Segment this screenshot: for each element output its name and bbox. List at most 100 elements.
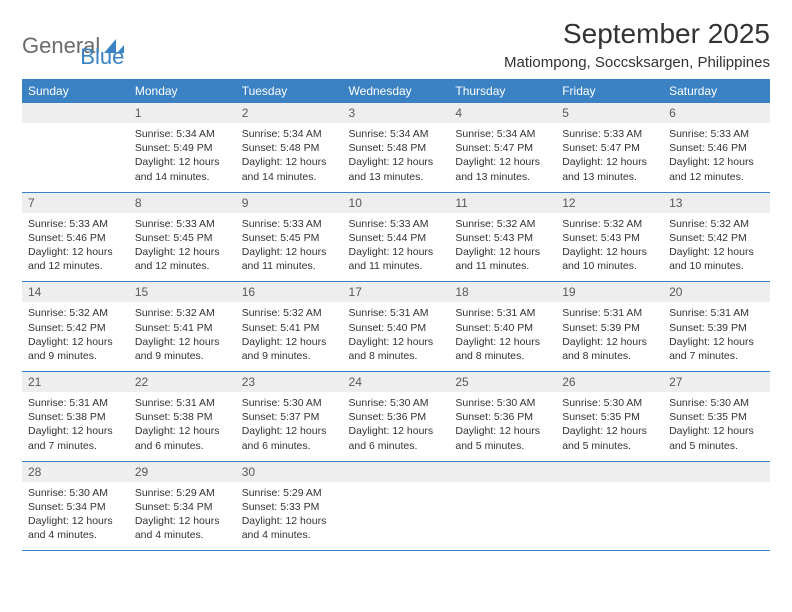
day-sunset: Sunset: 5:34 PM	[28, 500, 123, 514]
day-sunrise: Sunrise: 5:32 AM	[455, 217, 550, 231]
day-number: 29	[129, 461, 236, 482]
location: Matiompong, Soccsksargen, Philippines	[504, 54, 770, 71]
day-day1: Daylight: 12 hours	[242, 335, 337, 349]
day-cell: Sunrise: 5:33 AMSunset: 5:45 PMDaylight:…	[129, 213, 236, 282]
day-number: 30	[236, 461, 343, 482]
day-header-tuesday: Tuesday	[236, 79, 343, 103]
logo: General Blue	[22, 22, 124, 70]
day-day2: and 11 minutes.	[242, 259, 337, 273]
day-cell: Sunrise: 5:33 AMSunset: 5:44 PMDaylight:…	[343, 213, 450, 282]
day-cell: Sunrise: 5:30 AMSunset: 5:36 PMDaylight:…	[343, 392, 450, 461]
day-sunset: Sunset: 5:35 PM	[562, 410, 657, 424]
month-title: September 2025	[504, 18, 770, 50]
day-number: 9	[236, 192, 343, 213]
day-cell: Sunrise: 5:31 AMSunset: 5:38 PMDaylight:…	[22, 392, 129, 461]
day-sunset: Sunset: 5:33 PM	[242, 500, 337, 514]
day-number: 27	[663, 372, 770, 393]
day-number: 14	[22, 282, 129, 303]
day-sunset: Sunset: 5:46 PM	[669, 141, 764, 155]
day-info-row: Sunrise: 5:34 AMSunset: 5:49 PMDaylight:…	[22, 123, 770, 192]
day-day1: Daylight: 12 hours	[28, 514, 123, 528]
day-day2: and 8 minutes.	[562, 349, 657, 363]
day-day1: Daylight: 12 hours	[135, 335, 230, 349]
day-sunset: Sunset: 5:43 PM	[562, 231, 657, 245]
day-number: 19	[556, 282, 663, 303]
day-sunset: Sunset: 5:44 PM	[349, 231, 444, 245]
day-day1: Daylight: 12 hours	[669, 245, 764, 259]
day-sunrise: Sunrise: 5:34 AM	[135, 127, 230, 141]
day-day1: Daylight: 12 hours	[242, 514, 337, 528]
day-day2: and 11 minutes.	[455, 259, 550, 273]
day-number: 2	[236, 103, 343, 123]
day-cell: Sunrise: 5:34 AMSunset: 5:49 PMDaylight:…	[129, 123, 236, 192]
day-cell: Sunrise: 5:30 AMSunset: 5:35 PMDaylight:…	[556, 392, 663, 461]
day-cell: Sunrise: 5:31 AMSunset: 5:39 PMDaylight:…	[556, 302, 663, 371]
day-header-row: Sunday Monday Tuesday Wednesday Thursday…	[22, 79, 770, 103]
day-cell: Sunrise: 5:32 AMSunset: 5:41 PMDaylight:…	[129, 302, 236, 371]
day-day2: and 5 minutes.	[562, 439, 657, 453]
day-sunset: Sunset: 5:49 PM	[135, 141, 230, 155]
day-day2: and 4 minutes.	[242, 528, 337, 542]
day-day1: Daylight: 12 hours	[349, 245, 444, 259]
day-number-row: 123456	[22, 103, 770, 123]
day-sunset: Sunset: 5:34 PM	[135, 500, 230, 514]
day-sunset: Sunset: 5:41 PM	[135, 321, 230, 335]
day-day2: and 6 minutes.	[242, 439, 337, 453]
day-sunset: Sunset: 5:47 PM	[562, 141, 657, 155]
day-sunset: Sunset: 5:43 PM	[455, 231, 550, 245]
day-number: 7	[22, 192, 129, 213]
day-cell	[343, 482, 450, 551]
day-header-sunday: Sunday	[22, 79, 129, 103]
day-day1: Daylight: 12 hours	[562, 155, 657, 169]
day-day2: and 14 minutes.	[242, 170, 337, 184]
day-sunset: Sunset: 5:45 PM	[242, 231, 337, 245]
day-header-wednesday: Wednesday	[343, 79, 450, 103]
day-number: 1	[129, 103, 236, 123]
day-day2: and 13 minutes.	[349, 170, 444, 184]
day-header-friday: Friday	[556, 79, 663, 103]
day-sunrise: Sunrise: 5:31 AM	[349, 306, 444, 320]
day-day1: Daylight: 12 hours	[135, 155, 230, 169]
day-number: 18	[449, 282, 556, 303]
day-number: 10	[343, 192, 450, 213]
day-day2: and 12 minutes.	[28, 259, 123, 273]
day-number: 28	[22, 461, 129, 482]
day-cell: Sunrise: 5:34 AMSunset: 5:48 PMDaylight:…	[236, 123, 343, 192]
day-sunrise: Sunrise: 5:34 AM	[242, 127, 337, 141]
day-cell: Sunrise: 5:33 AMSunset: 5:45 PMDaylight:…	[236, 213, 343, 282]
day-day1: Daylight: 12 hours	[349, 424, 444, 438]
day-day2: and 10 minutes.	[669, 259, 764, 273]
day-sunset: Sunset: 5:41 PM	[242, 321, 337, 335]
day-sunset: Sunset: 5:42 PM	[28, 321, 123, 335]
day-sunrise: Sunrise: 5:31 AM	[669, 306, 764, 320]
day-cell	[663, 482, 770, 551]
day-number-row: 14151617181920	[22, 282, 770, 303]
day-day2: and 5 minutes.	[669, 439, 764, 453]
day-sunrise: Sunrise: 5:30 AM	[242, 396, 337, 410]
day-day2: and 12 minutes.	[135, 259, 230, 273]
day-day1: Daylight: 12 hours	[28, 245, 123, 259]
day-day2: and 10 minutes.	[562, 259, 657, 273]
day-sunrise: Sunrise: 5:30 AM	[455, 396, 550, 410]
day-day1: Daylight: 12 hours	[455, 335, 550, 349]
day-sunset: Sunset: 5:37 PM	[242, 410, 337, 424]
day-number: 24	[343, 372, 450, 393]
day-sunrise: Sunrise: 5:30 AM	[349, 396, 444, 410]
day-cell: Sunrise: 5:29 AMSunset: 5:33 PMDaylight:…	[236, 482, 343, 551]
day-number: 21	[22, 372, 129, 393]
day-number: 25	[449, 372, 556, 393]
day-cell: Sunrise: 5:33 AMSunset: 5:46 PMDaylight:…	[22, 213, 129, 282]
day-cell: Sunrise: 5:34 AMSunset: 5:48 PMDaylight:…	[343, 123, 450, 192]
day-sunset: Sunset: 5:36 PM	[455, 410, 550, 424]
day-header-saturday: Saturday	[663, 79, 770, 103]
day-cell: Sunrise: 5:29 AMSunset: 5:34 PMDaylight:…	[129, 482, 236, 551]
day-number: 6	[663, 103, 770, 123]
day-day2: and 9 minutes.	[242, 349, 337, 363]
day-day1: Daylight: 12 hours	[455, 155, 550, 169]
day-number	[22, 103, 129, 123]
day-number: 8	[129, 192, 236, 213]
day-number	[449, 461, 556, 482]
day-day2: and 6 minutes.	[349, 439, 444, 453]
day-number-row: 21222324252627	[22, 372, 770, 393]
day-cell: Sunrise: 5:32 AMSunset: 5:43 PMDaylight:…	[449, 213, 556, 282]
